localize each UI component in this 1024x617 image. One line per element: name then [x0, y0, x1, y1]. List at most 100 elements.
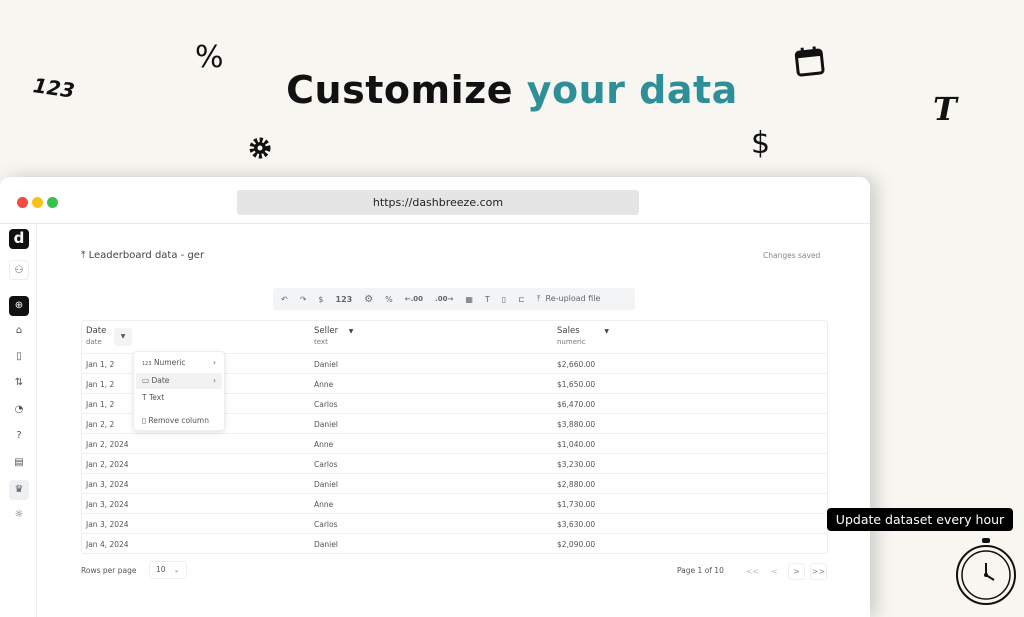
home-icon[interactable]: ⌂ — [15, 325, 23, 336]
table-cell: Jan 3, 2024 — [86, 520, 129, 529]
column-header-sales[interactable]: Sales ▼ numeric — [557, 326, 609, 346]
table-cell: Jan 2, 2024 — [86, 460, 129, 469]
table-cell: $1,650.00 — [557, 380, 596, 389]
first-page-button[interactable]: << — [745, 567, 760, 576]
url-bar[interactable]: https://dashbreeze.com — [237, 190, 639, 215]
table-cell: $3,630.00 — [557, 520, 596, 529]
table-cell: Daniel — [314, 480, 338, 489]
menu-item-numeric[interactable]: 123 Numeric › — [142, 358, 216, 367]
menu-item-remove-column[interactable]: ▯ Remove column — [142, 416, 209, 425]
table-row: Jan 4, 2024 Daniel $2,090.00 — [82, 533, 827, 553]
sidebar: d ⚇ ⊕ ⌂ ▯ ⇅ ◔ ? ▤ ♛ ☼ — [0, 224, 37, 617]
menu-item-text[interactable]: T Text — [142, 393, 165, 402]
table-row: Jan 3, 2024 Daniel $2,880.00 — [82, 473, 827, 493]
table-row: Jan 2, 2 Daniel $3,880.00 — [82, 413, 827, 433]
table-cell: Jan 2, 2 — [86, 420, 115, 429]
gear-icon[interactable]: ⚙ — [364, 293, 374, 305]
column-header-seller[interactable]: Seller ▼ text — [314, 326, 354, 346]
menu-item-date[interactable]: ▭ Date › — [136, 373, 222, 389]
table-cell: $2,880.00 — [557, 480, 596, 489]
percent-decoration: % — [195, 40, 224, 75]
table-row: Jan 1, 2 Anne $1,650.00 — [82, 373, 827, 393]
maximize-dot[interactable] — [47, 197, 58, 208]
table-cell: Carlos — [314, 520, 338, 529]
rows-per-page-select[interactable]: 10 ⌄ — [149, 561, 187, 579]
gear-icon — [249, 137, 271, 159]
last-page-button[interactable]: >> — [810, 563, 827, 580]
table-cell: Jan 1, 2 — [86, 380, 115, 389]
column-header-date[interactable]: Date date — [86, 326, 107, 346]
hero-title: Customize your data — [286, 68, 738, 112]
table-row: Jan 1, 2 Daniel $2,660.00 — [82, 353, 827, 373]
table-row: Jan 2, 2024 Carlos $3,230.00 — [82, 453, 827, 473]
table-row: Jan 1, 2 Carlos $6,470.00 — [82, 393, 827, 413]
toolbar: ↶ ↷ $ 123 ⚙ % ←.00 .00→ ▦ T ▯ ⊏ ⤒ Re-upl… — [273, 288, 635, 310]
dollar-decoration: $ — [751, 126, 771, 161]
table-cell: $6,470.00 — [557, 400, 596, 409]
table-cell: Daniel — [314, 420, 338, 429]
currency-button[interactable]: $ — [318, 294, 324, 304]
table-cell: Daniel — [314, 360, 338, 369]
text-decoration: T — [933, 90, 957, 128]
redo-icon[interactable]: ↷ — [299, 294, 307, 304]
date-column-dropdown[interactable]: ▼ — [114, 328, 132, 346]
table-cell: Carlos — [314, 400, 338, 409]
table-cell: $3,880.00 — [557, 420, 596, 429]
save-status: Changes saved — [763, 251, 821, 260]
main-content: ⤒ Leaderboard data - ger Changes saved ↶… — [37, 224, 870, 617]
table-cell: Jan 1, 2 — [86, 400, 115, 409]
document-icon[interactable]: ▤ — [14, 457, 24, 468]
user-icon[interactable]: ⚇ — [9, 260, 29, 280]
table-cell: Anne — [314, 500, 334, 509]
prev-page-button[interactable]: < — [771, 567, 778, 576]
table-cell: Daniel — [314, 540, 338, 549]
page-info: Page 1 of 10 — [677, 566, 724, 575]
reupload-button[interactable]: ⤒ Re-upload file — [536, 294, 601, 303]
table-cell: $1,040.00 — [557, 440, 596, 449]
table-cell: Jan 2, 2024 — [86, 440, 129, 449]
table-cell: Carlos — [314, 460, 338, 469]
browser-titlebar: https://dashbreeze.com — [0, 177, 870, 224]
table-row: Jan 3, 2024 Anne $1,730.00 — [82, 493, 827, 513]
column-type-menu: 123 Numeric › ▭ Date › T Text ▯ Remove col… — [133, 351, 225, 431]
text-format-icon[interactable]: T — [484, 294, 490, 304]
help-icon[interactable]: ? — [16, 430, 22, 441]
stopwatch-icon — [956, 538, 1016, 605]
add-dashboard-icon[interactable]: ⊕ — [9, 296, 29, 316]
table-cell: Anne — [314, 440, 334, 449]
table-cell: $3,230.00 — [557, 460, 596, 469]
tag-icon[interactable]: ⊏ — [518, 294, 525, 304]
table-row: Jan 2, 2024 Anne $1,040.00 — [82, 433, 827, 453]
table-cell: Jan 3, 2024 — [86, 480, 129, 489]
update-tooltip: Update dataset every hour — [827, 508, 1013, 531]
undo-icon[interactable]: ↶ — [281, 294, 288, 304]
palette-icon[interactable]: ◔ — [14, 404, 24, 415]
page-title: ⤒ Leaderboard data - ger — [81, 250, 205, 261]
increase-decimals-button[interactable]: .00→ — [435, 295, 454, 303]
transform-icon[interactable]: ⇅ — [14, 377, 24, 388]
numeric-button[interactable]: 123 — [335, 294, 353, 304]
close-dot[interactable] — [17, 197, 28, 208]
settings-icon[interactable]: ☼ — [14, 509, 24, 520]
next-page-button[interactable]: > — [788, 563, 805, 580]
decrease-decimals-button[interactable]: ←.00 — [404, 295, 424, 303]
table-cell: Anne — [314, 380, 334, 389]
trash-icon[interactable]: ▯ — [501, 294, 507, 304]
calendar-icon[interactable]: ▦ — [465, 294, 473, 304]
table-row: Jan 3, 2024 Carlos $3,630.00 — [82, 513, 827, 533]
table-cell: Jan 3, 2024 — [86, 500, 129, 509]
minimize-dot[interactable] — [32, 197, 43, 208]
table-cell: $2,660.00 — [557, 360, 596, 369]
data-table: Date date ▼ Seller ▼ text Sales ▼ numeric J… — [81, 320, 828, 554]
logo[interactable]: d — [9, 229, 29, 249]
percent-button[interactable]: % — [385, 294, 393, 304]
calendar-icon — [794, 46, 825, 77]
crown-icon[interactable]: ♛ — [9, 480, 29, 500]
table-cell: Jan 1, 2 — [86, 360, 115, 369]
browser-window: https://dashbreeze.com d ⚇ ⊕ ⌂ ▯ ⇅ ◔ ? ▤… — [0, 177, 870, 617]
table-cell: $2,090.00 — [557, 540, 596, 549]
file-icon[interactable]: ▯ — [16, 351, 22, 362]
table-cell: Jan 4, 2024 — [86, 540, 129, 549]
rows-per-page-label: Rows per page — [81, 566, 137, 575]
table-cell: $1,730.00 — [557, 500, 596, 509]
